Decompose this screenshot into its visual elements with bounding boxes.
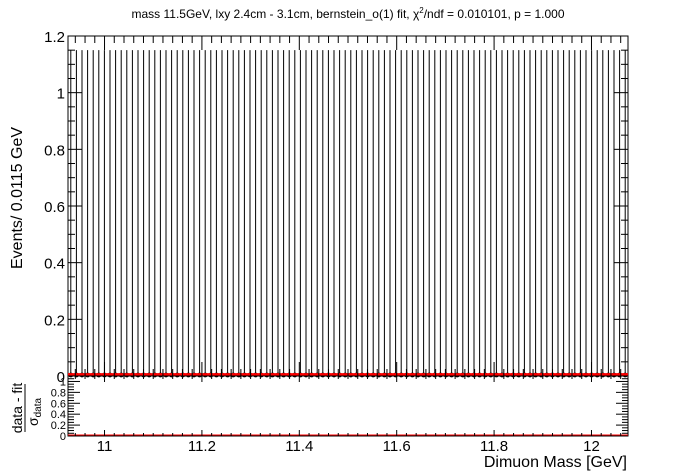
pull-plot-panel: 00.20.40.60.81 11 11.2 11.4 11.6 11.8 12 data… (9, 375, 629, 471)
y-tick-label: 0 (57, 369, 65, 386)
x-tick-label: 12 (583, 438, 600, 455)
chart-title-sup: 2 (419, 6, 424, 15)
y-tick-label: 0.4 (44, 256, 65, 273)
chart-title-prefix: mass 11.5GeV, lxy 2.4cm - 3.1cm, bernste… (132, 7, 420, 21)
main-y-ticks: 0 0.2 0.4 0.6 0.8 1 1.2 (44, 29, 628, 386)
pull-y-ticks: 00.20.40.60.81 (51, 375, 628, 443)
chart-title-suffix: /ndf = 0.010101, p = 1.000 (424, 7, 565, 21)
pull-y-label-denominator: σdata (25, 398, 44, 427)
x-tick-label: 11.4 (285, 438, 313, 455)
pull-x-ticks: 11 11.2 11.4 11.6 11.8 12 (74, 376, 622, 455)
x-tick-label: 11 (97, 438, 113, 455)
y-tick-label: 0.8 (44, 142, 65, 159)
main-plot-panel: 0 0.2 0.4 0.6 0.8 1 1.2 Events/ 0.0115 GeV (9, 29, 629, 386)
x-axis-label: Dimuon Mass [GeV] (484, 454, 627, 471)
x-tick-label: 11.6 (383, 438, 411, 455)
y-tick-label: 1.2 (44, 29, 65, 46)
y-tick-label: 0.2 (44, 312, 65, 329)
pull-y-tick-label: 0 (60, 431, 66, 443)
chart-title: mass 11.5GeV, lxy 2.4cm - 3.1cm, bernste… (132, 6, 565, 21)
main-y-axis-label: Events/ 0.0115 GeV (9, 127, 26, 269)
pull-y-tick-label: 0.4 (51, 409, 66, 421)
pull-y-label-numerator: data - fit (9, 383, 25, 434)
main-x-ticks (74, 36, 622, 376)
pull-y-tick-label: 0.6 (51, 398, 66, 410)
pull-y-tick-label: 0.2 (51, 420, 66, 432)
error-bars (70, 50, 626, 376)
pull-y-axis-label: data - fit σdata (9, 383, 44, 434)
x-tick-label: 11.2 (188, 438, 216, 455)
pull-y-tick-label: 0.8 (51, 387, 66, 399)
x-tick-label: 11.8 (480, 438, 508, 455)
y-tick-label: 1 (57, 86, 65, 103)
pull-y-tick-label: 1 (60, 376, 66, 388)
pull-y-label-denominator-sub: data (33, 398, 44, 418)
y-tick-label: 0.6 (44, 199, 65, 216)
